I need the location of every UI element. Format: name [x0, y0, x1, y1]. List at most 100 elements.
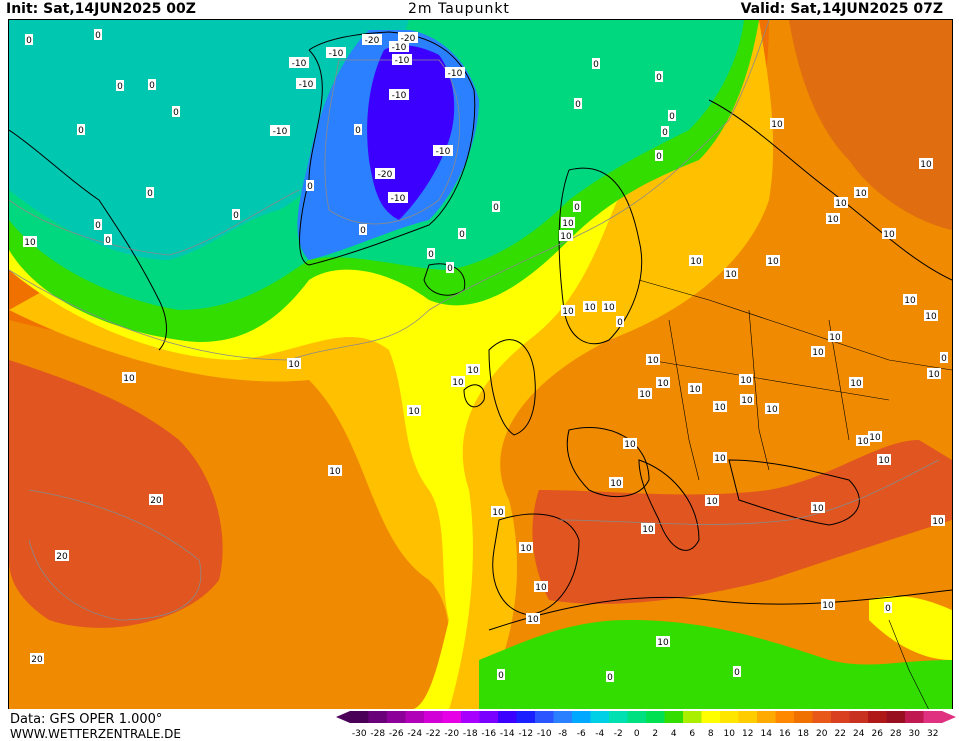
contour-label-text: 10	[904, 296, 916, 306]
contour-label: 10	[868, 431, 882, 443]
contour-label-bg	[705, 495, 719, 506]
contour-label: 0	[733, 666, 741, 678]
contour-label-text: 10	[822, 601, 834, 611]
contour-label-text: 20	[56, 552, 68, 562]
contour-label: 10	[713, 401, 727, 413]
scale-swatch	[757, 711, 776, 723]
contour-label-bg	[765, 403, 779, 414]
contour-label-bg	[931, 515, 945, 526]
contour-label-bg	[389, 89, 409, 100]
contour-label-text: 10	[855, 189, 867, 199]
contour-label: 0	[884, 602, 892, 614]
contour-label-text: 10	[706, 497, 718, 507]
contour-label: 10	[877, 454, 891, 466]
contour-label: 0	[148, 79, 156, 91]
color-scale-ticks: -30 -28 -26 -24 -22 -20 -18 -16 -14 -12 -10 -8 -6 -4-…	[352, 729, 939, 739]
contour-label: 10	[849, 377, 863, 389]
contour-label-text: -10	[273, 127, 288, 137]
contour-label-bg	[398, 32, 418, 43]
contour-label-bg	[559, 230, 573, 241]
contour-label: 10	[770, 118, 784, 130]
border-central	[648, 359, 890, 401]
scale-swatch	[405, 711, 425, 723]
contour-label-text: 20	[31, 655, 43, 665]
scale-tick-label: -20	[444, 729, 459, 739]
contour-label-bg	[574, 98, 582, 109]
contour-label-bg	[306, 180, 314, 191]
contour-label-bg	[770, 118, 784, 129]
scale-tick-label: -30	[352, 729, 367, 739]
contour-label: 10	[623, 438, 637, 450]
contour-label-text: 0	[117, 82, 123, 92]
contour-label-bg	[713, 401, 727, 412]
contour-label-bg	[289, 57, 309, 68]
contour-label-bg	[94, 29, 102, 40]
contour-label-bg	[451, 376, 465, 387]
contour-label-bg	[739, 374, 753, 385]
scale-tick-label: 24	[853, 729, 865, 739]
contour-label-text: 10	[560, 232, 572, 242]
contour-label-bg	[296, 78, 316, 89]
contour-label: 10	[122, 372, 136, 384]
contour-label-text: 0	[428, 250, 434, 260]
contour-label: 10	[903, 294, 917, 306]
contour-label-bg	[23, 236, 37, 247]
contour-label: -10	[389, 89, 409, 101]
contour-label: -10	[326, 47, 346, 59]
contour-label-text: -10	[299, 80, 314, 90]
scale-tick-label: -16	[481, 729, 496, 739]
contour-label-text: 10	[657, 638, 669, 648]
scale-swatch	[905, 711, 924, 723]
contour-label-text: 10	[467, 366, 479, 376]
contour-label-bg	[25, 34, 33, 45]
contour-label-text: -10	[448, 69, 463, 79]
contour-label-bg	[609, 477, 623, 488]
contour-label-text: 10	[857, 437, 869, 447]
scale-swatch	[461, 711, 480, 723]
contour-label: -10	[392, 54, 412, 66]
contour-label-text: 10	[725, 270, 737, 280]
contour-label: 10	[826, 213, 840, 225]
contour-label-bg	[148, 79, 156, 90]
scale-tick-label: 18	[798, 729, 810, 739]
contour-label-bg	[811, 346, 825, 357]
scale-tick-label: 6	[689, 729, 695, 739]
contour-label: -10	[445, 67, 465, 79]
isoline-10	[9, 20, 770, 361]
contour-label-text: 0	[147, 189, 153, 199]
contour-label-text: 10	[835, 199, 847, 209]
contour-label-text: -10	[329, 49, 344, 59]
contour-label: 0	[668, 110, 676, 122]
scale-swatch	[886, 711, 906, 723]
border-east	[638, 279, 952, 371]
contour-label-text: 10	[932, 517, 944, 527]
contour-label-bg	[766, 255, 780, 266]
borders	[638, 279, 952, 710]
contour-label: 0	[172, 106, 180, 118]
contour-label-bg	[668, 110, 676, 121]
contour-label: 0	[94, 219, 102, 231]
contour-label-text: 10	[883, 230, 895, 240]
contour-label-bg	[834, 197, 848, 208]
contour-label: 10	[561, 217, 575, 229]
contour-label-text: 10	[642, 525, 654, 535]
contour-label-bg	[573, 201, 581, 212]
contour-label: 0	[354, 124, 362, 136]
scale-swatch	[387, 711, 406, 723]
contour-label-bg	[328, 465, 342, 476]
contour-label: 10	[931, 515, 945, 527]
scale-tick-label: 30	[909, 729, 921, 739]
contour-label-bg	[326, 47, 346, 58]
scale-arrow-right	[942, 711, 956, 723]
contour-label-bg	[116, 80, 124, 91]
contour-label-bg	[30, 653, 44, 664]
weather-map: 0 0 0 0 0 0 0 0 0 0 10 -20 -20 -10 -10 -10 -10 -10 -10 -10-…	[8, 19, 953, 711]
contour-label: 10	[724, 268, 738, 280]
contour-label-text: 10	[610, 479, 622, 489]
header-bar: Init: Sat,14JUN2025 00Z 2m Taupunkt Vali…	[0, 0, 959, 20]
contour-label-bg	[526, 613, 540, 624]
scale-swatch	[424, 711, 443, 723]
contour-label-bg	[828, 331, 842, 342]
italy-coast	[638, 459, 700, 551]
contour-label-bg	[232, 209, 240, 220]
